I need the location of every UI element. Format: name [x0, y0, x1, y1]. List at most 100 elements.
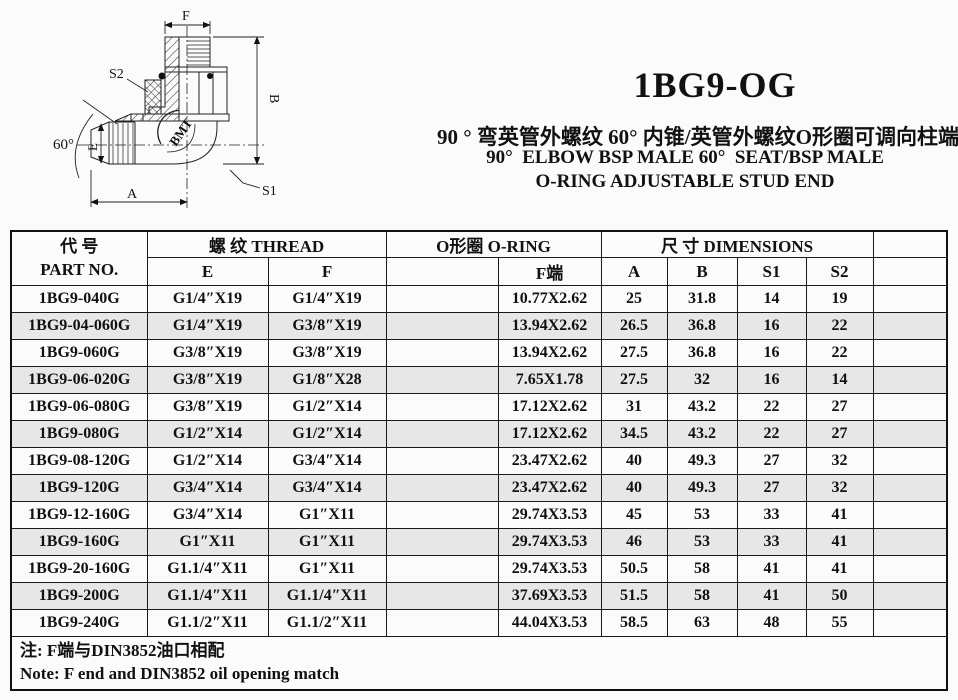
cell-oring-blank	[385, 528, 499, 556]
header-spare-bottom	[872, 257, 948, 286]
cell-part: 1BG9-06-080G	[10, 393, 148, 421]
angle-label: 60°	[53, 137, 74, 153]
cell-spare	[872, 447, 948, 475]
cell-f-end: 44.04X3.53	[497, 609, 602, 637]
cell-b: 49.3	[666, 474, 738, 502]
cell-f-end: 29.74X3.53	[497, 528, 602, 556]
cell-thread-f: G3/8″X19	[267, 339, 387, 367]
table-row: 1BG9-040G G1/4″X19 G1/4″X19 10.77X2.62 2…	[10, 285, 948, 313]
cell-oring-blank	[385, 312, 499, 340]
header-part-no: 代 号 PART NO.	[10, 230, 148, 286]
note-row: 注: F端与DIN3852油口相配 Note: F end and DIN385…	[10, 635, 948, 691]
dim-b	[213, 36, 264, 165]
cell-thread-f: G1/8″X28	[267, 366, 387, 394]
cell-b: 49.3	[666, 447, 738, 475]
cell-thread-e: G1/4″X19	[146, 285, 269, 313]
angle-callout	[74, 99, 118, 179]
cell-oring-blank	[385, 420, 499, 448]
header-part-cn: 代 号	[60, 236, 99, 256]
cell-f-end: 29.74X3.53	[497, 555, 602, 583]
note-english: Note: F end and DIN3852 oil opening matc…	[20, 663, 340, 683]
cell-part: 1BG9-12-160G	[10, 501, 148, 529]
cell-s2: 22	[805, 339, 874, 367]
cell-oring-blank	[385, 393, 499, 421]
table-row: 1BG9-20-160G G1.1/4″X11 G1″X11 29.74X3.5…	[10, 555, 948, 583]
cell-part: 1BG9-04-060G	[10, 312, 148, 340]
cell-oring-blank	[385, 447, 499, 475]
cell-spare	[872, 339, 948, 367]
cell-thread-e: G1/4″X19	[146, 312, 269, 340]
cell-a: 27.5	[600, 366, 668, 394]
cell-thread-f: G1.1/2″X11	[267, 609, 387, 637]
cell-s1: 22	[736, 393, 807, 421]
cell-spare	[872, 474, 948, 502]
cell-a: 50.5	[600, 555, 668, 583]
header-oring-blank	[385, 257, 499, 286]
cell-thread-e: G3/8″X19	[146, 339, 269, 367]
cell-s2: 41	[805, 528, 874, 556]
dim-e-label: E	[85, 143, 100, 151]
cell-s1: 41	[736, 582, 807, 610]
cell-spare	[872, 420, 948, 448]
cell-f-end: 7.65X1.78	[497, 366, 602, 394]
cell-thread-e: G3/8″X19	[146, 366, 269, 394]
cell-part: 1BG9-240G	[10, 609, 148, 637]
cell-s1: 16	[736, 312, 807, 340]
cell-spare	[872, 555, 948, 583]
header-s2: S2	[805, 257, 874, 286]
cell-oring-blank	[385, 366, 499, 394]
cell-part: 1BG9-040G	[10, 285, 148, 313]
cell-a: 51.5	[600, 582, 668, 610]
cell-f-end: 10.77X2.62	[497, 285, 602, 313]
dim-a	[90, 170, 188, 207]
cell-oring-blank	[385, 582, 499, 610]
cell-thread-e: G1/2″X14	[146, 447, 269, 475]
dim-f	[164, 21, 211, 34]
cell-thread-f: G1/2″X14	[267, 420, 387, 448]
cell-part: 1BG9-08-120G	[10, 447, 148, 475]
cell-thread-f: G3/4″X14	[267, 447, 387, 475]
cell-f-end: 37.69X3.53	[497, 582, 602, 610]
table-row: 1BG9-240G G1.1/2″X11 G1.1/2″X11 44.04X3.…	[10, 609, 948, 637]
cell-thread-f: G3/4″X14	[267, 474, 387, 502]
cell-s1: 27	[736, 474, 807, 502]
cell-oring-blank	[385, 474, 499, 502]
cell-spare	[872, 312, 948, 340]
cell-b: 43.2	[666, 420, 738, 448]
cell-s2: 55	[805, 609, 874, 637]
cell-b: 53	[666, 528, 738, 556]
spec-table: 代 号 PART NO. 螺 纹 THREAD O形圈 O-RING 尺 寸 D…	[10, 230, 948, 691]
cell-thread-f: G1″X11	[267, 555, 387, 583]
cell-s2: 22	[805, 312, 874, 340]
header-b: B	[666, 257, 738, 286]
cell-spare	[872, 609, 948, 637]
header-dimensions-group: 尺 寸 DIMENSIONS	[600, 230, 874, 258]
table-row: 1BG9-04-060G G1/4″X19 G3/8″X19 13.94X2.6…	[10, 312, 948, 340]
cell-thread-e: G3/4″X14	[146, 501, 269, 529]
cell-part: 1BG9-06-020G	[10, 366, 148, 394]
cell-s2: 41	[805, 501, 874, 529]
header-a: A	[600, 257, 668, 286]
cell-b: 63	[666, 609, 738, 637]
cell-oring-blank	[385, 555, 499, 583]
cell-f-end: 13.94X2.62	[497, 312, 602, 340]
cell-spare	[872, 393, 948, 421]
note-cell: 注: F端与DIN3852油口相配 Note: F end and DIN385…	[10, 635, 948, 691]
cell-a: 46	[600, 528, 668, 556]
table-header-groups: 代 号 PART NO. 螺 纹 THREAD O形圈 O-RING 尺 寸 D…	[10, 230, 948, 286]
cell-a: 34.5	[600, 420, 668, 448]
table-row: 1BG9-06-080G G3/8″X19 G1/2″X14 17.12X2.6…	[10, 393, 948, 421]
cell-s1: 16	[736, 339, 807, 367]
cell-a: 58.5	[600, 609, 668, 637]
header-e: E	[146, 257, 269, 286]
cell-s1: 33	[736, 528, 807, 556]
cell-thread-f: G1″X11	[267, 528, 387, 556]
cell-spare	[872, 582, 948, 610]
cell-a: 40	[600, 474, 668, 502]
cell-s2: 32	[805, 474, 874, 502]
cell-oring-blank	[385, 339, 499, 367]
dim-b-label: B	[266, 94, 281, 103]
cell-s2: 14	[805, 366, 874, 394]
cell-f-end: 23.47X2.62	[497, 474, 602, 502]
